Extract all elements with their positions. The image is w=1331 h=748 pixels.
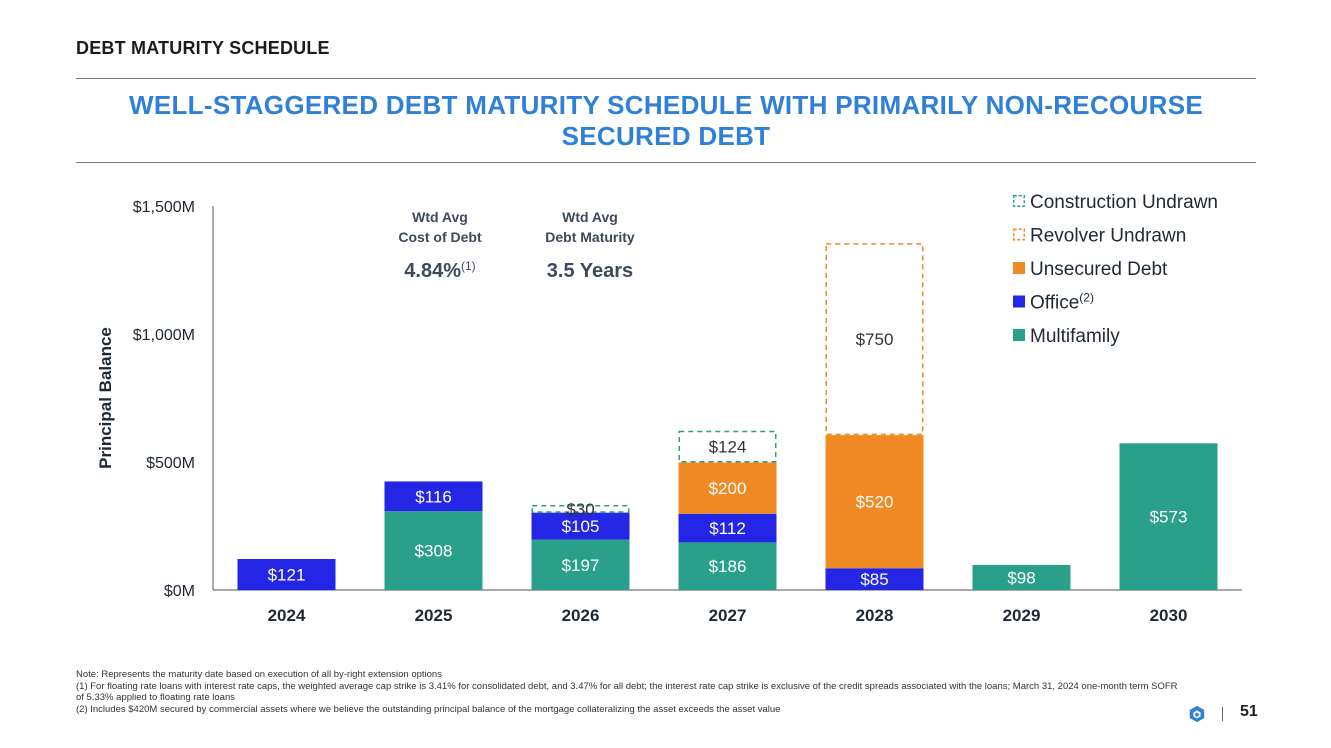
data-label-office: $121 (268, 566, 306, 585)
legend-swatch-unsecured (1013, 262, 1025, 274)
page-headline: WELL-STAGGERED DEBT MATURITY SCHEDULE WI… (76, 90, 1256, 152)
footnote-1: (1) For floating rate loans with interes… (76, 680, 1178, 704)
legend-label-revolver: Revolver Undrawn (1030, 226, 1186, 247)
callout-label-line2: Cost of Debt (398, 229, 482, 245)
x-tick-label: 2027 (709, 606, 747, 625)
data-label-unsecured: $200 (709, 479, 747, 498)
bar-revolver (825, 243, 924, 436)
data-label-multifamily: $186 (709, 557, 747, 576)
data-label-office: $85 (860, 570, 888, 589)
legend-label-office: Office(2) (1030, 291, 1094, 314)
legend-label-unsecured: Unsecured Debt (1030, 259, 1168, 280)
data-label-construction: $124 (709, 438, 747, 457)
footnote-general: Note: Represents the maturity date based… (76, 669, 442, 680)
bar-office (531, 512, 630, 540)
legend-label-multifamily: Multifamily (1030, 326, 1120, 347)
bar-multifamily (1119, 443, 1218, 590)
data-label-multifamily: $573 (1150, 508, 1188, 527)
x-tick-label: 2025 (415, 606, 453, 625)
legend-swatch-office (1013, 295, 1025, 308)
legend-label-construction: Construction Undrawn (1030, 192, 1218, 213)
footnotes: Note: Represents the maturity date based… (76, 669, 1186, 715)
legend-swatch-construction (1013, 195, 1025, 207)
x-tick-label: 2024 (268, 606, 306, 625)
data-label-multifamily: $98 (1007, 568, 1035, 587)
x-tick-label: 2029 (1003, 606, 1041, 625)
callout-label-line1: Wtd Avg (412, 209, 468, 225)
page-number: 51 (1240, 703, 1258, 720)
debt-maturity-chart: $0M $500M $1,000M $1,500M Principal Balance 2… (96, 192, 1242, 625)
callout-label-line2: Debt Maturity (545, 229, 635, 245)
x-tick-label: 2026 (562, 606, 600, 625)
footnote-2: (2) Includes $420M secured by commercial… (76, 703, 781, 715)
bar-multifamily (531, 539, 630, 590)
bar-office (825, 568, 924, 590)
headline-divider (76, 162, 1256, 163)
y-axis-title: Principal Balance (96, 327, 115, 469)
data-label-multifamily: $308 (415, 542, 453, 561)
legend-swatch-multifamily (1013, 329, 1025, 341)
section-title: DEBT MATURITY SCHEDULE (76, 38, 330, 58)
bar-construction (531, 505, 630, 513)
bar-office (678, 513, 777, 543)
bar-unsecured (678, 462, 777, 514)
x-tick-label: 2030 (1150, 606, 1188, 625)
data-label-construction: $30 (566, 500, 594, 519)
y-tick-label: $1,500M (133, 199, 195, 216)
footer-separator (1222, 707, 1223, 721)
bar-multifamily (384, 511, 483, 590)
top-divider (76, 78, 1256, 79)
data-label-office: $105 (562, 517, 600, 536)
callout-value: 4.84%(1) (404, 259, 475, 282)
bar-office (237, 559, 336, 590)
bar-multifamily (678, 542, 777, 590)
y-tick-label: $1,000M (133, 327, 195, 344)
logo-hexagon-icon (1189, 705, 1205, 723)
bar-office (384, 481, 483, 512)
headline-line-2: SECURED DEBT (561, 121, 771, 151)
data-label-unsecured: $520 (856, 493, 894, 512)
bar-multifamily (972, 564, 1071, 590)
data-label-office: $116 (415, 487, 452, 506)
y-tick-label: $500M (146, 455, 195, 472)
y-tick-label: $0M (164, 583, 195, 600)
callout-label-line1: Wtd Avg (562, 209, 618, 225)
callout-value: 3.5 Years (547, 260, 633, 282)
data-label-multifamily: $197 (562, 556, 600, 575)
x-tick-label: 2028 (856, 606, 894, 625)
bar-construction (678, 430, 777, 463)
data-label-revolver: $750 (856, 330, 894, 349)
data-label-office: $112 (709, 519, 746, 538)
bar-unsecured (825, 435, 924, 569)
legend-swatch-revolver (1013, 228, 1025, 241)
headline-line-1: WELL-STAGGERED DEBT MATURITY SCHEDULE WI… (129, 90, 1203, 120)
